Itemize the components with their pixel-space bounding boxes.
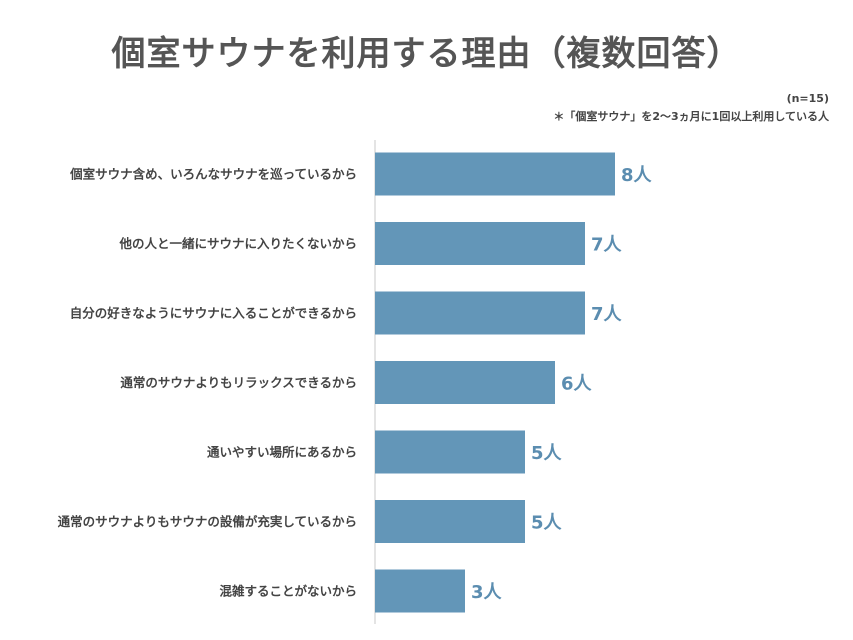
bar bbox=[375, 430, 525, 474]
bar bbox=[375, 569, 465, 613]
chart-title: 個室サウナを利用する理由（複数回答） bbox=[111, 34, 742, 74]
bar bbox=[375, 222, 585, 265]
category-label: 個室サウナ含め、いろんなサウナを巡っているから bbox=[69, 167, 357, 182]
category-label: 通いやすい場所にあるから bbox=[207, 445, 357, 460]
value-label: 6人 bbox=[561, 374, 593, 395]
value-label: 8人 bbox=[621, 165, 653, 186]
respondent-note: ＊「個室サウナ」を2～3ヵ月に1回以上利用している人 bbox=[553, 110, 829, 123]
bar bbox=[375, 291, 585, 335]
bar bbox=[375, 361, 555, 404]
bars-layer: 個室サウナ含め、いろんなサウナを巡っているから 8人他の人と一緒にサウナに入りたく… bbox=[58, 152, 653, 613]
value-label: 7人 bbox=[591, 304, 623, 325]
category-label: 混雑することがないから bbox=[219, 584, 357, 599]
value-label: 3人 bbox=[471, 582, 503, 603]
category-label: 通常のサウナよりもサウナの設備が充実しているから bbox=[58, 514, 357, 529]
value-label: 7人 bbox=[591, 235, 623, 256]
value-label: 5人 bbox=[531, 443, 563, 464]
sample-size: (n=15) bbox=[786, 92, 829, 105]
category-label: 自分の好きなようにサウナに入ることができるから bbox=[70, 306, 357, 321]
value-label: 5人 bbox=[531, 513, 563, 534]
bar bbox=[375, 500, 525, 543]
category-label: 通常のサウナよりもリラックスできるから bbox=[120, 375, 357, 390]
bar bbox=[375, 152, 615, 196]
category-label: 他の人と一緒にサウナに入りたくないから bbox=[118, 236, 357, 251]
